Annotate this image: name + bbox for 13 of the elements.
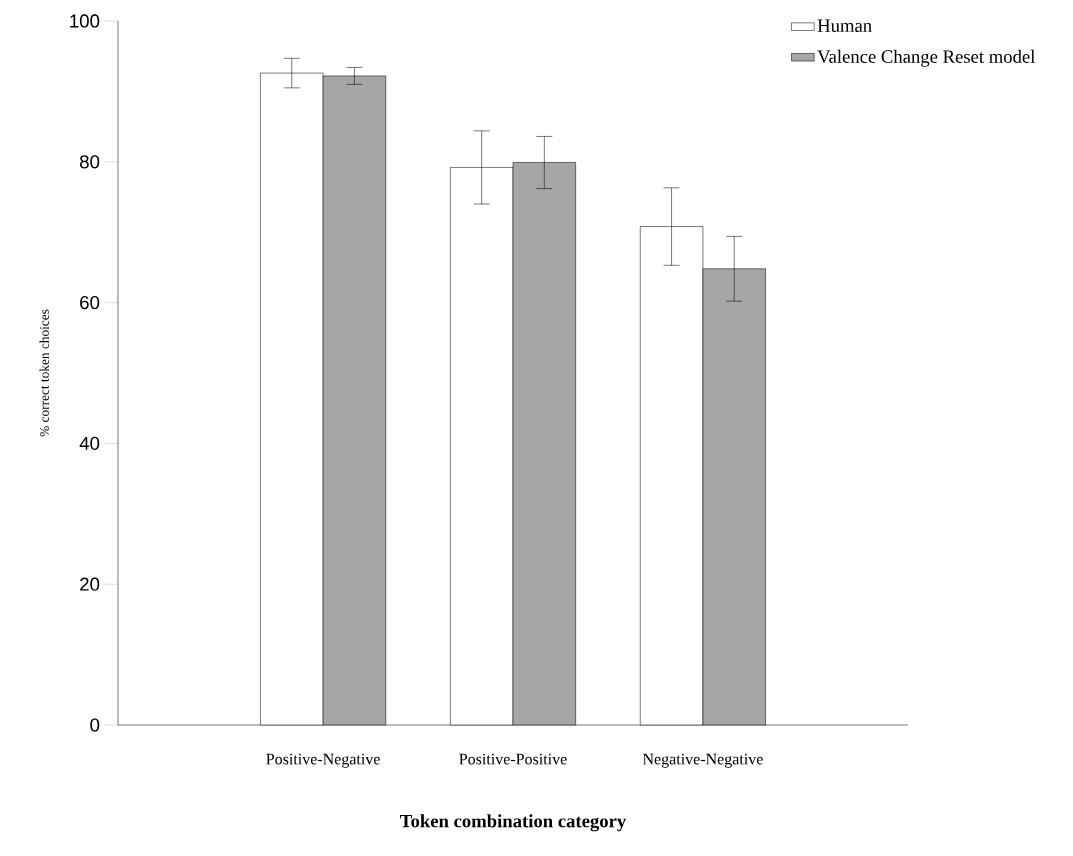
legend-label: Valence Change Reset model [817, 49, 1036, 67]
y-tick-label: 40 [79, 436, 100, 451]
x-tick-label: Positive-Negative [266, 753, 380, 768]
x-axis-title: Token combination category [400, 814, 627, 832]
legend-label: Human [817, 19, 872, 32]
y-tick-label: 60 [80, 295, 100, 310]
y-tick-label: 100 [70, 14, 100, 28]
y-tick-label: 80 [80, 155, 100, 169]
y-axis-title: % correct token choices [39, 309, 49, 437]
y-tick-label: 20 [80, 577, 100, 591]
x-tick-label: Negative-Negative [642, 753, 763, 768]
y-tick-label: 0 [90, 718, 100, 732]
x-tick-label: Positive-Positive [459, 753, 567, 765]
